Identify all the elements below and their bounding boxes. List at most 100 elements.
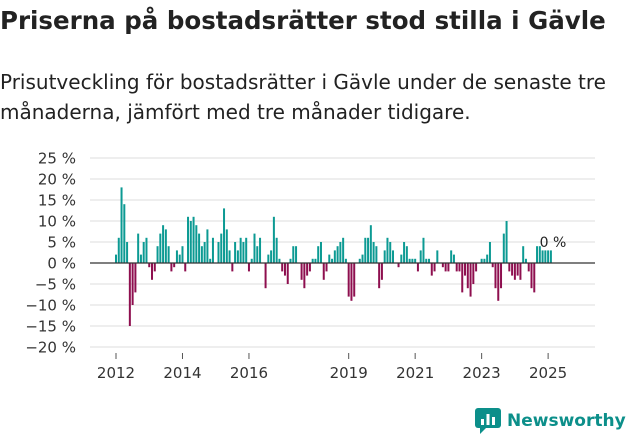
bar <box>411 258 414 263</box>
bar <box>541 250 544 263</box>
bar <box>128 263 131 326</box>
bar <box>444 263 447 272</box>
bar <box>530 263 533 289</box>
bar <box>228 250 231 263</box>
bar <box>428 258 431 263</box>
x-tick-label: 2021 <box>396 364 434 382</box>
bar <box>378 263 381 289</box>
bar <box>497 263 500 301</box>
y-tick-label: −10 % <box>25 297 76 315</box>
x-tick-label: 2016 <box>230 364 268 382</box>
bar <box>120 187 123 263</box>
bar <box>134 263 137 293</box>
bar <box>173 263 176 268</box>
bar <box>256 246 259 263</box>
bar <box>115 254 117 263</box>
bar <box>153 263 156 272</box>
bar <box>536 246 539 263</box>
bar <box>300 263 303 280</box>
bar <box>466 263 469 289</box>
bar-chart-icon <box>475 408 501 434</box>
bar <box>403 242 406 263</box>
bar <box>295 246 298 263</box>
bar <box>198 233 201 263</box>
bar <box>383 250 386 263</box>
y-axis-ticks: 25 % 20 % 15 % 10 % 5 % 0 % −5 % −10 % −15 % −20 … <box>25 150 76 357</box>
bar <box>159 233 162 263</box>
bar <box>306 263 309 276</box>
bar <box>253 233 256 263</box>
bar <box>303 263 306 289</box>
bar <box>286 263 289 284</box>
bar <box>519 263 522 280</box>
bar <box>292 246 295 263</box>
bar <box>314 258 317 263</box>
bar <box>455 263 458 272</box>
x-axis-ticks: 2012 2014 2016 2019 2021 2023 2025 <box>97 353 567 382</box>
bar <box>209 258 212 263</box>
bar <box>353 263 356 297</box>
bar <box>319 242 322 263</box>
bar <box>131 263 134 305</box>
bar <box>386 237 389 263</box>
bar <box>472 263 475 284</box>
bar <box>181 246 184 263</box>
bar <box>272 216 275 263</box>
bar <box>502 233 505 263</box>
bar <box>142 242 145 263</box>
bar <box>397 263 400 268</box>
brand-name: Newsworthy <box>507 411 626 431</box>
bar <box>203 242 206 263</box>
bar <box>347 263 350 297</box>
bar <box>458 263 461 272</box>
bar <box>408 258 411 263</box>
x-tick-label: 2023 <box>463 364 501 382</box>
bar <box>331 258 334 263</box>
bar <box>231 263 234 272</box>
x-tick-label: 2019 <box>330 364 368 382</box>
bar <box>267 254 270 263</box>
bar <box>242 242 245 263</box>
bar <box>317 246 320 263</box>
y-tick-label: 0 % <box>47 255 76 273</box>
bar <box>405 246 408 263</box>
bar <box>206 229 209 263</box>
bar <box>139 254 142 263</box>
bar <box>464 263 467 276</box>
bar <box>148 263 151 268</box>
bar <box>126 242 129 263</box>
bar <box>264 263 267 289</box>
bar <box>469 263 472 297</box>
bar <box>441 263 444 268</box>
bar <box>281 263 284 272</box>
bar <box>117 237 120 263</box>
bar <box>475 263 478 272</box>
bar <box>145 237 148 263</box>
bar <box>491 263 494 268</box>
bar <box>461 263 464 293</box>
annotations: 0 % <box>540 235 567 251</box>
bar <box>375 246 378 263</box>
bar <box>544 250 547 263</box>
bar <box>162 225 165 263</box>
bar <box>488 242 491 263</box>
bar <box>328 254 331 263</box>
bar <box>358 258 361 263</box>
bar <box>189 221 192 263</box>
y-tick-label: −15 % <box>25 318 76 336</box>
bar <box>270 250 273 263</box>
bar <box>217 242 220 263</box>
bar <box>452 254 455 263</box>
bar <box>167 246 170 263</box>
bar <box>494 263 497 289</box>
y-tick-label: 5 % <box>47 234 76 252</box>
bar <box>259 237 262 263</box>
bar <box>234 242 237 263</box>
newsworthy-logo[interactable]: Newsworthy <box>475 404 626 438</box>
bar <box>538 246 541 263</box>
bar <box>511 263 514 276</box>
bar <box>547 250 550 263</box>
bar <box>533 263 536 293</box>
bar <box>225 229 228 263</box>
